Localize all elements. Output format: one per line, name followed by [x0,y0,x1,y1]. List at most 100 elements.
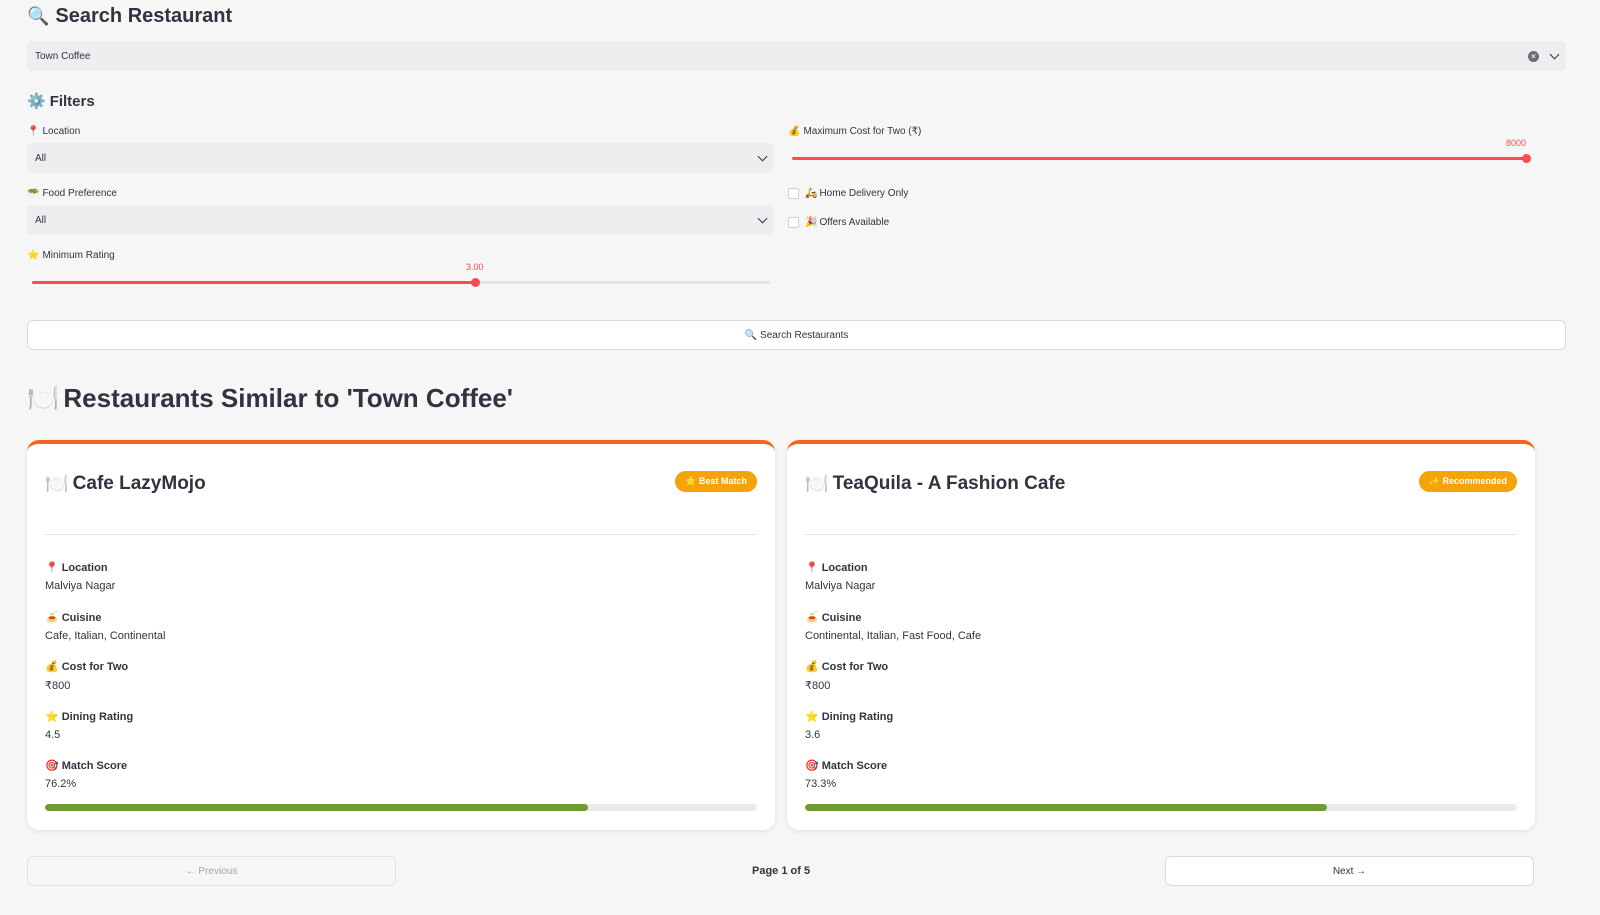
max-cost-label: 💰 Maximum Cost for Two (₹) [788,126,921,137]
search-restaurants-button-label: Search Restaurants [760,329,849,341]
slider-fill [32,281,475,284]
location-filter-label: 📍 Location [27,126,80,137]
field-label: Cuisine [61,611,102,624]
party-popper-icon: 🎉 [805,217,818,228]
pasta-icon: 🍝 [45,612,59,624]
field-label: Dining Rating [61,710,134,723]
restaurant-name: 🍽️ TeaQuila - A Fashion Cafe [805,472,1065,496]
min-rating-slider[interactable]: 3.00 [32,262,770,290]
checkbox-box[interactable] [788,188,799,199]
max-cost-slider[interactable]: 8000 [792,138,1531,166]
field-value: 76.2% [45,778,77,790]
chevron-down-icon[interactable] [1549,49,1560,59]
field-label: Location [61,561,108,574]
filters-heading-text: Filters [49,92,95,110]
match-score-bar [805,804,1517,811]
min-rating-label: ⭐ Minimum Rating [27,250,115,261]
best-match-badge: ⭐ Best Match [675,471,757,492]
previous-button[interactable]: ← Previous [27,856,396,886]
offers-label: Offers Available [819,217,890,228]
search-restaurants-button[interactable]: 🔍 Search Restaurants [27,320,1566,350]
location-field: 📍 Location Malviya Nagar [45,561,116,593]
pasta-icon: 🍝 [805,612,819,624]
money-bag-icon: 💰 [805,661,819,673]
match-field: 🎯 Match Score 73.3% [805,759,887,791]
field-label: Dining Rating [821,710,894,723]
restaurant-select-value: Town Coffee [35,50,91,62]
max-cost-label-text: Maximum Cost for Two (₹) [803,126,922,137]
money-bag-icon: 💰 [788,126,801,137]
field-value: 4.5 [45,729,61,741]
target-icon: 🎯 [805,760,819,772]
restaurant-name-text: TeaQuila - A Fashion Cafe [832,473,1066,494]
min-rating-label-text: Minimum Rating [42,250,115,261]
home-delivery-checkbox[interactable]: 🛵 Home Delivery Only [788,188,908,199]
field-value: Malviya Nagar [45,580,116,592]
cuisine-field: 🍝 Cuisine Cafe, Italian, Continental [45,611,166,643]
restaurant-card[interactable]: 🍽️ TeaQuila - A Fashion Cafe ✨ Recommend… [787,440,1535,830]
rating-field: ⭐ Dining Rating 4.5 [45,710,134,742]
match-score-fill [805,804,1327,811]
search-heading-text: Search Restaurant [55,5,233,27]
field-label: Cuisine [821,611,862,624]
checkbox-box[interactable] [788,217,799,228]
field-label: Cost for Two [821,660,889,673]
results-heading: 🍽️ Restaurants Similar to 'Town Coffee' [27,383,513,414]
star-icon: ⭐ [805,711,819,723]
pin-icon: 📍 [805,562,819,574]
location-label-text: Location [42,126,81,137]
divider [45,534,757,535]
plate-icon: 🍽️ [45,474,69,495]
divider [805,534,1517,535]
match-score-fill [45,804,588,811]
match-field: 🎯 Match Score 76.2% [45,759,128,791]
restaurant-select[interactable]: Town Coffee × [27,41,1566,71]
field-value: 73.3% [805,778,837,790]
cuisine-field: 🍝 Cuisine Continental, Italian, Fast Food… [805,611,981,643]
slider-thumb[interactable] [1522,154,1531,163]
field-value: ₹800 [45,680,71,692]
field-value: ₹800 [805,680,831,692]
chevron-down-icon [757,151,768,161]
slider-thumb[interactable] [470,278,480,287]
field-label: Cost for Two [61,660,129,673]
cost-field: 💰 Cost for Two ₹800 [805,660,889,693]
food-pref-label: 🥗 Food Preference [27,188,117,199]
magnifier-icon: 🔍 [27,6,50,26]
plate-icon: 🍽️ [805,474,829,495]
results-heading-text: Restaurants Similar to 'Town Coffee' [63,383,513,413]
location-field: 📍 Location Malviya Nagar [805,561,876,593]
clear-icon[interactable]: × [1528,50,1539,62]
match-score-bar [45,804,757,811]
plate-icon: 🍽️ [27,383,60,413]
next-button[interactable]: Next → [1165,856,1534,886]
field-value: Cafe, Italian, Continental [45,630,166,642]
cost-field: 💰 Cost for Two ₹800 [45,660,129,693]
field-label: Match Score [61,759,128,772]
salad-icon: 🥗 [27,188,40,199]
star-icon: ⭐ [27,250,40,261]
location-select-value: All [35,152,47,164]
pin-icon: 📍 [27,126,40,137]
restaurant-name: 🍽️ Cafe LazyMojo [45,472,206,496]
recommended-badge: ✨ Recommended [1418,471,1517,492]
field-label: Location [821,561,868,574]
restaurant-card[interactable]: 🍽️ Cafe LazyMojo ⭐ Best Match 📍 Location … [27,440,775,830]
magnifier-icon: 🔍 [744,329,758,341]
star-icon: ⭐ [45,711,59,723]
pin-icon: 📍 [45,562,59,574]
target-icon: 🎯 [45,760,59,772]
field-value: Malviya Nagar [805,580,876,592]
offers-checkbox[interactable]: 🎉 Offers Available [788,217,889,228]
home-delivery-label: Home Delivery Only [819,188,909,199]
gear-icon: ⚙️ [27,93,46,110]
restaurant-name-text: Cafe LazyMojo [72,473,206,494]
location-select[interactable]: All [27,143,774,173]
food-pref-select[interactable]: All [27,205,774,235]
slider-value-label: 8000 [1505,138,1526,148]
slider-fill [792,157,1526,160]
page-indicator: Page 1 of 5 [752,865,811,877]
money-bag-icon: 💰 [45,661,59,673]
field-value: 3.6 [805,729,821,741]
slider-value-label: 3.00 [466,262,484,272]
